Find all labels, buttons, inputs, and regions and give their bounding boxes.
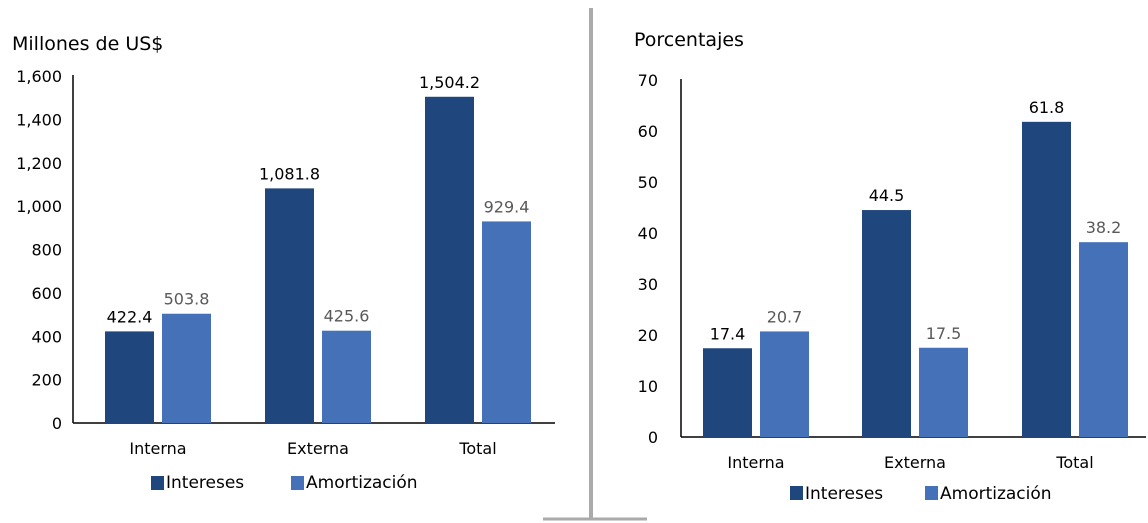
y-tick-label: 0 bbox=[648, 428, 658, 447]
bar-intereses bbox=[862, 210, 911, 437]
legend-swatch-amortizacion bbox=[925, 486, 938, 500]
x-tick-label: Total bbox=[1055, 453, 1093, 472]
bar-amortizacion bbox=[322, 330, 371, 423]
bar-amortizacion bbox=[760, 331, 809, 437]
y-tick-label: 1,200 bbox=[16, 154, 62, 173]
data-label: 503.8 bbox=[164, 290, 210, 309]
chart-title: Millones de US$ bbox=[12, 33, 163, 55]
y-tick-label: 800 bbox=[31, 241, 62, 260]
chart-left: Millones de US$ Intereses Amortización 0… bbox=[12, 33, 555, 493]
x-tick-label: Externa bbox=[287, 439, 349, 458]
y-tick-label: 600 bbox=[31, 284, 62, 303]
data-label: 422.4 bbox=[107, 307, 153, 326]
data-label: 20.7 bbox=[767, 307, 803, 326]
y-tick-label: 50 bbox=[638, 173, 658, 192]
y-tick-label: 1,000 bbox=[16, 197, 62, 216]
legend-label-amortizacion: Amortización bbox=[306, 473, 418, 493]
legend-swatch-amortizacion bbox=[291, 476, 304, 490]
y-tick-label: 200 bbox=[31, 371, 62, 390]
data-label: 929.4 bbox=[484, 197, 530, 216]
y-tick-label: 40 bbox=[638, 224, 658, 243]
bar-intereses bbox=[105, 331, 154, 423]
y-tick-label: 1,600 bbox=[16, 67, 62, 86]
data-label: 1,504.2 bbox=[419, 73, 480, 92]
x-tick-label: Interna bbox=[129, 439, 186, 458]
x-tick-label: Externa bbox=[884, 453, 946, 472]
data-label: 61.8 bbox=[1029, 98, 1065, 117]
bar-intereses bbox=[425, 96, 474, 424]
data-label: 1,081.8 bbox=[259, 164, 320, 183]
y-tick-label: 60 bbox=[638, 122, 658, 141]
bar-intereses bbox=[703, 348, 752, 437]
data-label: 44.5 bbox=[869, 186, 905, 205]
legend-label-intereses: Intereses bbox=[166, 473, 244, 493]
data-label: 17.4 bbox=[710, 324, 746, 343]
bar-amortizacion bbox=[482, 221, 531, 423]
legend-swatch-intereses bbox=[790, 486, 803, 500]
data-label: 425.6 bbox=[324, 307, 370, 326]
legend-label-amortizacion: Amortización bbox=[940, 484, 1052, 504]
bar-intereses bbox=[1022, 121, 1071, 437]
y-tick-label: 0 bbox=[52, 414, 62, 433]
y-tick-label: 1,400 bbox=[16, 110, 62, 129]
y-tick-label: 30 bbox=[638, 275, 658, 294]
bar-amortizacion bbox=[919, 347, 968, 437]
legend-swatch-intereses bbox=[151, 476, 164, 490]
chart-title: Porcentajes bbox=[634, 29, 744, 51]
chart-right: Porcentajes Intereses Amortización 0 10 20… bbox=[634, 29, 1146, 504]
x-tick-label: Interna bbox=[727, 453, 784, 472]
bar-amortizacion bbox=[162, 313, 211, 423]
bar-intereses bbox=[265, 188, 314, 423]
bar-amortizacion bbox=[1079, 242, 1128, 437]
legend-label-intereses: Intereses bbox=[805, 484, 883, 504]
y-tick-label: 400 bbox=[31, 327, 62, 346]
y-tick-label: 70 bbox=[638, 71, 658, 90]
y-tick-label: 20 bbox=[638, 326, 658, 345]
data-label: 17.5 bbox=[926, 324, 962, 343]
data-label: 38.2 bbox=[1086, 218, 1122, 237]
x-tick-label: Total bbox=[458, 439, 496, 458]
y-tick-label: 10 bbox=[638, 377, 658, 396]
